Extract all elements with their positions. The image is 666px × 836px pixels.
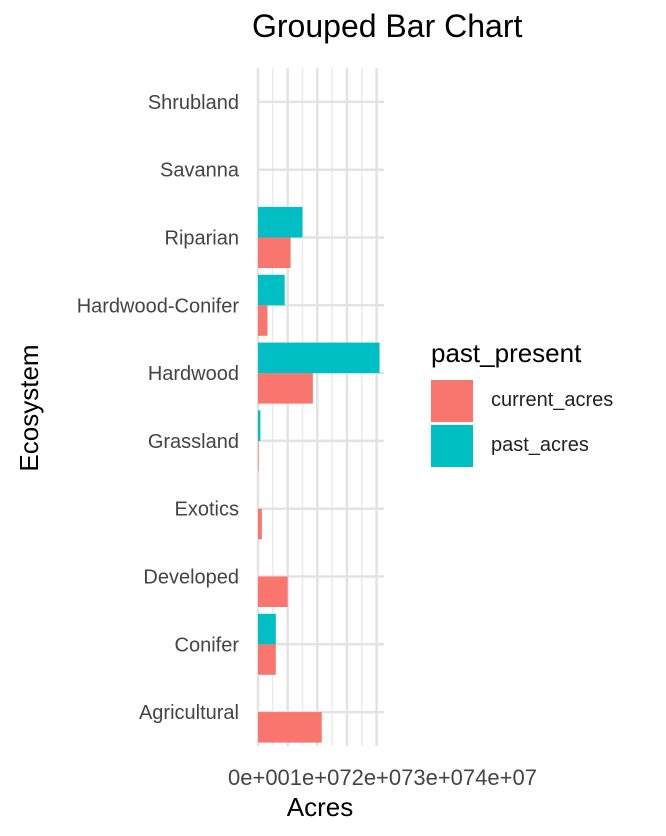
bar-current_acres-hardwood-conifer [258, 305, 268, 336]
legend-item-past_acres: past_acres [431, 424, 613, 467]
x-axis-label: Acres [287, 792, 353, 822]
y-tick-label: Exotics [175, 499, 239, 521]
legend-swatch [431, 379, 473, 422]
y-axis-label: Ecosystem [14, 344, 44, 471]
bar-current_acres-conifer [258, 644, 276, 675]
y-tick-label: Hardwood-Conifer [77, 295, 240, 317]
grid-lines [256, 68, 384, 746]
bar-past_acres-hardwood-conifer [258, 274, 285, 306]
legend-swatch [431, 424, 473, 467]
bar-past_acres-hardwood [258, 342, 380, 374]
bar-past_acres-grassland [258, 410, 261, 441]
bar-current_acres-exotics [258, 508, 262, 540]
x-tick-labels: 0e+001e+072e+073e+074e+07 [228, 765, 537, 790]
bar-current_acres-agricultural [258, 712, 322, 743]
legend: past_present current_acres past_acres [431, 338, 613, 469]
y-tick-labels: Agricultural Conifer Developed Exotics Grass… [77, 92, 240, 724]
y-tick-label: Shrubland [148, 92, 239, 114]
y-tick-label: Grassland [148, 431, 239, 453]
bar-past_acres-conifer [258, 613, 276, 645]
y-tick-label: Hardwood [148, 363, 239, 385]
bar-past_acres-riparian [258, 206, 303, 238]
y-tick-label: Conifer [175, 634, 240, 656]
bar-current_acres-developed [258, 576, 288, 608]
bar-current_acres-hardwood [258, 373, 313, 404]
bars-group [258, 206, 380, 743]
y-tick-label: Agricultural [139, 702, 239, 724]
y-tick-label: Savanna [160, 160, 240, 182]
y-tick-label: Riparian [165, 228, 239, 250]
bar-current_acres-grassland [258, 440, 259, 472]
y-tick-label: Developed [143, 567, 239, 589]
chart-title: Grouped Bar Chart [252, 8, 523, 44]
legend-label: past_acres [491, 434, 589, 456]
bar-current_acres-riparian [258, 237, 291, 269]
legend-item-current_acres: current_acres [431, 379, 613, 422]
legend-title: past_present [431, 338, 582, 368]
legend-label: current_acres [491, 389, 614, 411]
